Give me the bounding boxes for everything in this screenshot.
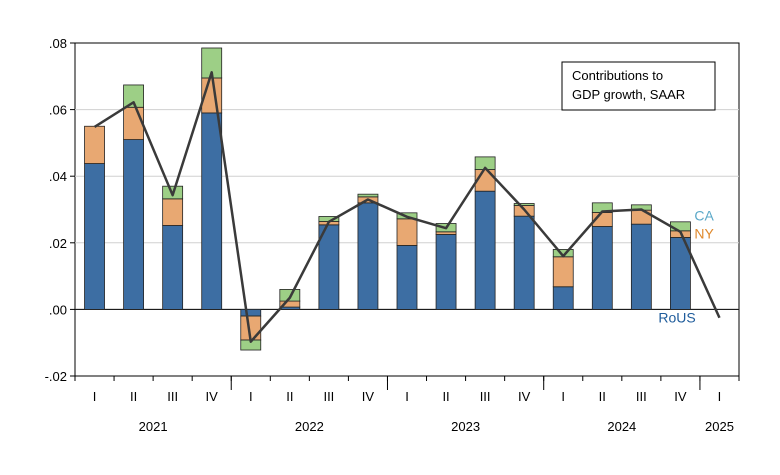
bar-segment-rous [553,287,573,310]
x-quarter-label: II [286,389,293,404]
annotation-line-2: GDP growth, SAAR [572,87,685,102]
bar-segment-rous [358,203,378,310]
x-year-label: 2024 [607,419,636,434]
x-quarter-label: I [405,389,409,404]
x-quarter-label: IV [674,389,687,404]
x-quarter-label: II [130,389,137,404]
bar-segment-rous [592,226,612,309]
x-quarter-label: III [636,389,647,404]
series-label-ca: CA [694,207,714,223]
x-quarter-label: I [561,389,565,404]
bar-segment-ny [163,199,183,226]
series-label-rous: RoUS [658,310,695,326]
bar-segment-rous [124,140,144,310]
x-quarter-label: I [718,389,722,404]
bar-segment-rous [475,191,495,309]
annotation-box: Contributions to GDP growth, SAAR [562,62,715,110]
bar-segment-rous [85,164,105,310]
y-tick-label: .00 [49,302,67,317]
y-tick-label: -.02 [45,369,67,384]
x-year-label: 2025 [705,419,734,434]
x-quarter-label: IV [206,389,219,404]
x-quarter-label: II [442,389,449,404]
annotation-line-1: Contributions to [572,68,663,83]
x-quarter-label: III [480,389,491,404]
y-tick-label: .08 [49,36,67,51]
y-tick-label: .06 [49,103,67,118]
bar-segment-ny [553,257,573,287]
bar-segment-rous [163,225,183,309]
bar-segment-ca [358,194,378,197]
bar-segment-rous [241,309,261,316]
bar-segment-ny [85,126,105,163]
bar-segment-rous [436,234,456,309]
y-tick-label: .04 [49,169,67,184]
x-quarter-label: III [323,389,334,404]
y-tick-label: .02 [49,236,67,251]
bar-segment-rous [202,113,222,309]
series-label-ny: NY [694,225,714,241]
bar-segment-rous [631,224,651,309]
bar-segment-ny [397,219,417,246]
x-quarter-label: III [167,389,178,404]
bar-segment-ny [124,107,144,139]
x-quarter-label: IV [518,389,531,404]
x-quarter-label: IV [362,389,375,404]
x-quarter-label: II [599,389,606,404]
bar-segment-rous [514,216,534,309]
bar-segment-rous [397,245,417,309]
x-year-label: 2022 [295,419,324,434]
x-year-label: 2023 [451,419,480,434]
bar-segment-ca [670,222,690,231]
x-year-label: 2021 [139,419,168,434]
x-quarter-label: I [249,389,253,404]
x-quarter-label: I [93,389,97,404]
